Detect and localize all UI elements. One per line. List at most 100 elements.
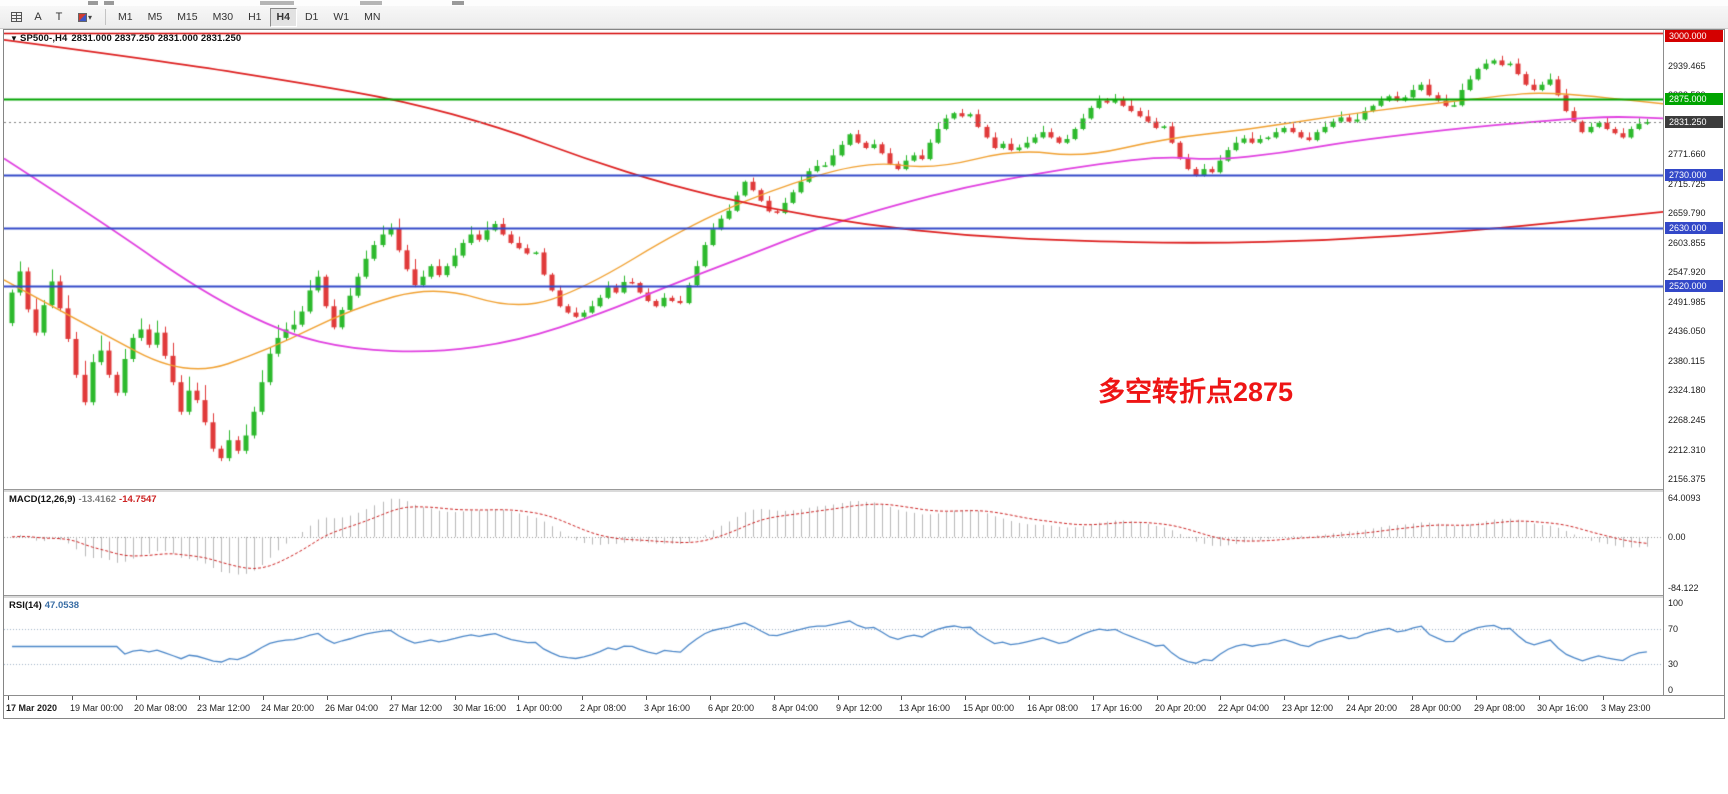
grid-icon (10, 12, 22, 22)
price-tick-label: 2491.985 (1668, 296, 1706, 307)
time-axis-label: 3 May 23:00 (1601, 703, 1651, 713)
timeframe-h1-button[interactable]: H1 (241, 8, 268, 27)
time-tick (582, 696, 583, 700)
time-axis-label: 1 Apr 00:00 (516, 703, 563, 713)
timeframe-m5-button[interactable]: M5 (141, 8, 170, 27)
price-tick-label: 2324.180 (1668, 385, 1706, 396)
timeframe-h4-button[interactable]: H4 (269, 7, 297, 27)
time-axis-label: 30 Apr 16:00 (1537, 703, 1589, 713)
price-tick-label: 2436.050 (1668, 326, 1706, 337)
time-tick (646, 696, 647, 700)
chevron-down-icon: ▾ (87, 12, 92, 22)
time-tick (199, 696, 200, 700)
panel-splitter[interactable] (4, 489, 1724, 492)
timeframe-mn-button[interactable]: MN (357, 8, 387, 27)
price-tick-label: 2380.115 (1668, 355, 1705, 366)
price-tick-label: 2603.855 (1668, 237, 1706, 248)
collapse-triangle-icon[interactable]: ▼ (10, 34, 19, 43)
time-tick (838, 696, 839, 700)
color-tool-button[interactable]: ▾ (70, 8, 100, 27)
time-tick (136, 696, 137, 700)
time-tick (1029, 696, 1030, 700)
time-axis-label: 17 Apr 16:00 (1091, 703, 1143, 713)
time-axis-label: 9 Apr 12:00 (836, 703, 883, 713)
price-chart-canvas[interactable] (4, 30, 1663, 489)
price-tick-label: 2659.790 (1668, 208, 1706, 219)
rsi-panel-canvas[interactable] (4, 598, 1663, 695)
time-axis-label: 29 Apr 08:00 (1474, 703, 1526, 713)
price-level-badge: 2875.000 (1665, 92, 1723, 105)
macd-indicator-label: MACD(12,26,9) -13.4162 -14.7547 (9, 494, 157, 505)
cutoff-toolbar-row (0, 0, 1728, 6)
time-tick (1157, 696, 1158, 700)
timeframe-w1-button[interactable]: W1 (326, 8, 356, 27)
time-axis-label: 22 Apr 04:00 (1218, 703, 1270, 713)
time-tick (8, 696, 9, 700)
price-tick-label: 2156.375 (1668, 474, 1706, 484)
time-axis-label: 8 Apr 04:00 (772, 703, 819, 713)
time-axis-label: 19 Mar 00:00 (70, 703, 124, 713)
time-axis-label: 13 Apr 16:00 (899, 703, 951, 713)
macd-panel-canvas[interactable] (4, 492, 1663, 595)
time-axis-label: 28 Apr 00:00 (1410, 703, 1462, 713)
time-axis-label: 20 Mar 08:00 (134, 703, 188, 713)
label-tool-button[interactable]: A (28, 8, 48, 27)
price-tick-label: 2715.725 (1668, 178, 1706, 189)
rsi-axis-label: 100 (1668, 598, 1684, 608)
toolbar-separator (105, 9, 106, 25)
time-axis-label: 15 Apr 00:00 (963, 703, 1015, 713)
time-axis-label: 3 Apr 16:00 (644, 703, 691, 713)
macd-name: MACD(12,26,9) (9, 494, 76, 505)
rsi-name: RSI(14) (9, 600, 42, 611)
timeframe-m15-button[interactable]: M15 (170, 8, 204, 27)
time-axis-label: 24 Mar 20:00 (261, 703, 315, 713)
time-tick (1093, 696, 1094, 700)
tile-windows-button[interactable] (5, 8, 27, 27)
text-tool-button[interactable]: T (49, 8, 69, 27)
time-tick (1348, 696, 1349, 700)
timeframe-m30-button[interactable]: M30 (206, 8, 240, 27)
price-level-badge: 2730.000 (1665, 169, 1723, 182)
chart-ohlc-values: 2831.000 2837.250 2831.000 2831.250 (71, 33, 242, 44)
macd-axis-label: 0.00 (1668, 531, 1686, 542)
rsi-axis-label: 70 (1668, 624, 1679, 635)
chart-text-annotation: 多空转折点2875 (1098, 377, 1294, 407)
rsi-axis-label: 30 (1668, 658, 1679, 669)
price-level-badge: 2630.000 (1665, 222, 1723, 235)
time-tick (455, 696, 456, 700)
cutoff-icon-fragment (104, 1, 114, 5)
main-toolbar: A T ▾ M1 M5 M15 M30 H1 H4 D1 W1 MN (0, 6, 1728, 29)
timeframe-m1-button[interactable]: M1 (111, 8, 140, 27)
macd-axis-label: -84.122 (1668, 583, 1699, 593)
time-axis-label: 23 Apr 12:00 (1282, 703, 1334, 713)
time-tick (1539, 696, 1540, 700)
time-axis-label: 23 Mar 12:00 (197, 703, 251, 713)
time-axis-label: 24 Apr 20:00 (1346, 703, 1398, 713)
timeframe-d1-button[interactable]: D1 (298, 8, 325, 27)
price-level-badge: 3000.000 (1665, 30, 1723, 42)
time-tick (327, 696, 328, 700)
time-tick (1412, 696, 1413, 700)
time-tick (1220, 696, 1221, 700)
time-axis-label: 17 Mar 2020 (6, 703, 58, 713)
macd-axis-label: 64.0093 (1668, 493, 1701, 503)
chart-symbol-period: SP500-,H4 (20, 33, 68, 44)
time-tick (72, 696, 73, 700)
rsi-axis-label: 0 (1668, 685, 1674, 695)
time-axis-label: 20 Apr 20:00 (1155, 703, 1207, 713)
current-price-badge: 2831.250 (1665, 116, 1723, 129)
chart-window: ▼ SP500-,H4 2831.000 2837.250 2831.000 283… (3, 29, 1725, 719)
time-tick (901, 696, 902, 700)
time-axis-label: 16 Apr 08:00 (1027, 703, 1079, 713)
time-axis-label: 6 Apr 20:00 (708, 703, 755, 713)
panel-splitter[interactable] (4, 595, 1724, 598)
rsi-indicator-label: RSI(14) 47.0538 (9, 600, 79, 611)
time-axis: 17 Mar 2020 19 Mar 00:00 20 Mar 08:00 23 Ma… (4, 695, 1724, 718)
macd-signal-value: -14.7547 (119, 494, 157, 505)
time-axis-label: 30 Mar 16:00 (453, 703, 507, 713)
time-tick (1603, 696, 1604, 700)
time-tick (1476, 696, 1477, 700)
price-tick-label: 2939.465 (1668, 60, 1706, 71)
price-axis: 2939.4652883.5302827.5952771.6602715.725… (1663, 30, 1724, 695)
time-axis-label: 27 Mar 12:00 (389, 703, 443, 713)
